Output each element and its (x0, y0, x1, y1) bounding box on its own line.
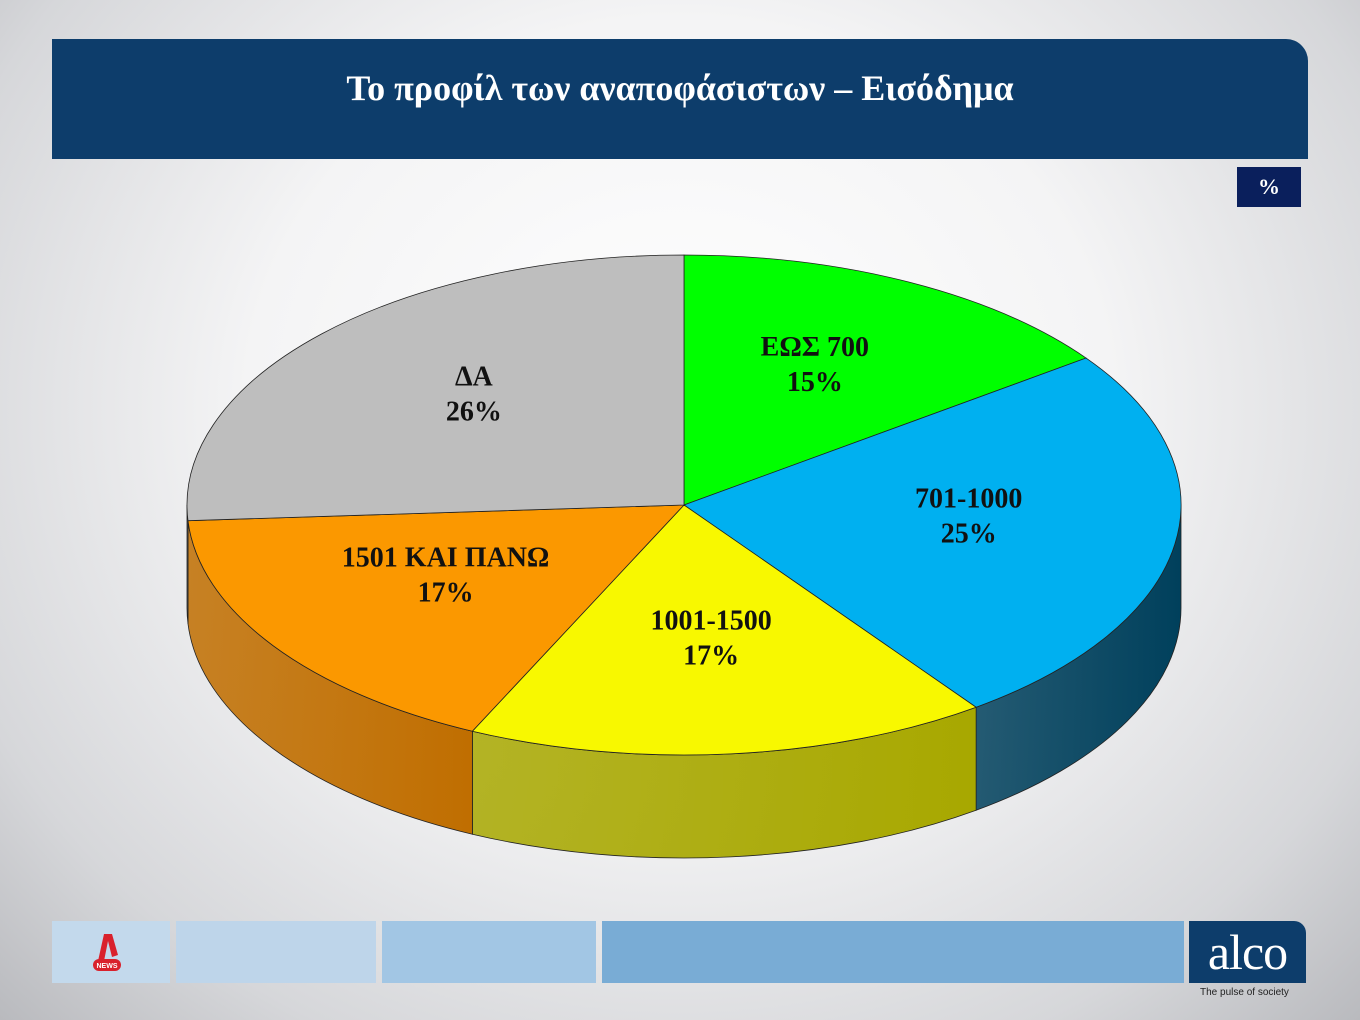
footer-bar-2 (382, 921, 596, 983)
pie-slice-2 (471, 504, 977, 756)
pie-side-4 (186, 504, 189, 624)
slice-label-4: ΔΑ 26% (446, 362, 502, 428)
pie-slice-4 (186, 254, 685, 522)
footer-bar-3 (602, 921, 1184, 983)
slice-label-2: 1001-1500 17% (650, 605, 771, 671)
alpha-news-logo: NEWS (52, 921, 170, 983)
alpha-logo-icon: NEWS (93, 934, 121, 971)
pie-slice-1 (683, 357, 1182, 708)
alco-logo: alco (1189, 921, 1306, 983)
pie-labels: ΕΩΣ 700 15% 701-1000 25% 1001-1500 17% 1501 ΚΑ… (342, 332, 1023, 672)
pie-tops (186, 254, 1182, 756)
pie-slice-3 (187, 504, 685, 732)
page-title: Το προφίλ των αναποφάσιστων – Εισόδημα (346, 68, 1014, 108)
title-banner: Το προφίλ των αναποφάσιστων – Εισόδημα (52, 39, 1308, 159)
news-logo-text: NEWS (97, 963, 118, 970)
slice-label-3: 1501 ΚΑΙ ΠΑΝΩ 17% (342, 543, 550, 609)
pie-slice-0 (683, 254, 1087, 506)
slice-label-1: 701-1000 25% (915, 484, 1022, 550)
footer-bar-1 (176, 921, 376, 983)
slice-label-0: ΕΩΣ 700 15% (761, 332, 869, 398)
unit-badge: % (1237, 167, 1301, 207)
alco-tagline: The pulse of society (1200, 987, 1289, 998)
